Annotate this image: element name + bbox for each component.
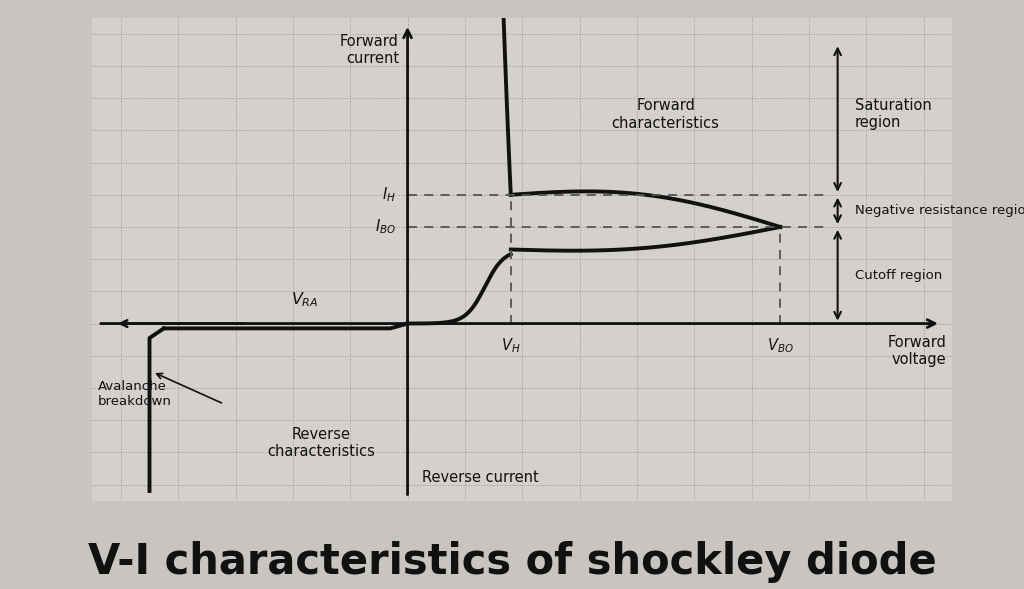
Text: Avalanche
breakdown: Avalanche breakdown — [98, 380, 172, 408]
Text: Cutoff region: Cutoff region — [855, 269, 942, 282]
Text: Reverse current: Reverse current — [422, 469, 539, 485]
Text: $V_{RA}$: $V_{RA}$ — [291, 290, 318, 309]
Text: $I_H$: $I_H$ — [382, 186, 396, 204]
Text: Forward
current: Forward current — [340, 34, 399, 66]
Text: $V_H$: $V_H$ — [501, 336, 520, 355]
Text: Saturation
region: Saturation region — [855, 98, 932, 131]
Text: $I_{BO}$: $I_{BO}$ — [375, 217, 396, 236]
Text: $V_{BO}$: $V_{BO}$ — [767, 336, 794, 355]
Text: Reverse
characteristics: Reverse characteristics — [267, 426, 376, 459]
Text: Negative resistance region: Negative resistance region — [855, 204, 1024, 217]
Text: V-I characteristics of shockley diode: V-I characteristics of shockley diode — [88, 541, 936, 583]
Text: Forward
voltage: Forward voltage — [888, 335, 946, 367]
Text: Forward
characteristics: Forward characteristics — [611, 98, 720, 131]
